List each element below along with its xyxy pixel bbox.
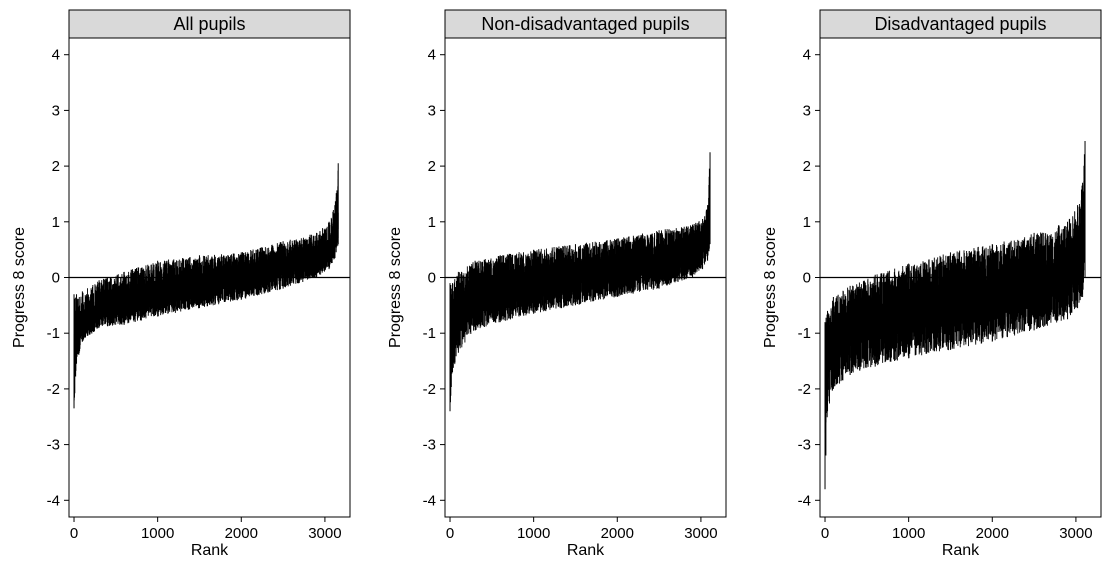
x-tick-label: 0 [821,525,829,542]
x-tick-label: 1000 [141,525,174,542]
panel-title-strip [68,9,351,39]
x-tick-label: 0 [446,525,454,542]
x-tick-label: 1000 [517,525,550,542]
x-axis-title: Rank [191,542,229,559]
y-tick-label: -3 [47,437,60,454]
x-tick-label: 1000 [892,525,925,542]
x-tick-label: 3000 [1059,525,1092,542]
x-axis-title: Rank [942,542,980,559]
y-tick-label: -1 [47,325,60,342]
y-tick-label: -2 [423,381,436,398]
y-tick-label: 3 [52,102,60,119]
y-tick-label: -2 [798,381,811,398]
x-tick-label: 3000 [308,525,341,542]
y-tick-label: -4 [798,492,811,509]
y-axis-title: Progress 8 score [387,227,404,348]
y-tick-label: -3 [423,437,436,454]
y-tick-label: 1 [52,214,60,231]
rank-extremes [824,141,1086,490]
x-tick-label: 2000 [601,525,634,542]
y-tick-label: 4 [803,47,811,64]
y-axis-title: Progress 8 score [11,227,28,348]
panel-2: Non-disadvantaged pupils -4 -3 -2 -1 0 1 2 3 4 0 10… [387,9,727,559]
rank-extremes [449,152,711,412]
y-tick-label: 0 [803,270,811,287]
y-axis-title: Progress 8 score [762,227,779,348]
y-tick-label: 0 [52,270,60,287]
y-tick-label: -4 [423,492,436,509]
x-axis-title: Rank [567,542,605,559]
x-tick-label: 2000 [225,525,258,542]
y-tick-label: 1 [428,214,436,231]
rank-extremes [73,163,339,409]
y-tick-label: -1 [423,325,436,342]
panel-title-strip [819,9,1102,39]
panel-1: All pupils -4 -3 -2 -1 0 1 2 3 4 0 1000 2000 3000 Rank… [11,9,351,559]
y-tick-label: -4 [47,492,60,509]
x-tick-label: 0 [70,525,78,542]
y-tick-label: 4 [52,47,60,64]
y-tick-label: 0 [428,270,436,287]
y-tick-label: 4 [428,47,436,64]
y-tick-label: 2 [803,158,811,175]
y-tick-label: -3 [798,437,811,454]
x-tick-label: 2000 [976,525,1009,542]
y-tick-label: -2 [47,381,60,398]
panel-title-strip [444,9,727,39]
y-tick-label: 2 [52,158,60,175]
y-tick-label: -1 [798,325,811,342]
panel-title: Non-disadvantaged pupils [481,14,689,34]
y-tick-label: 2 [428,158,436,175]
panel-title: Disadvantaged pupils [874,14,1046,34]
y-tick-label: 1 [803,214,811,231]
panel-3: Disadvantaged pupils -4 -3 -2 -1 0 1 2 3 4 0 1000 20… [762,9,1102,559]
y-tick-label: 3 [428,102,436,119]
y-tick-label: 3 [803,102,811,119]
panel-title: All pupils [173,14,245,34]
x-tick-label: 3000 [684,525,717,542]
